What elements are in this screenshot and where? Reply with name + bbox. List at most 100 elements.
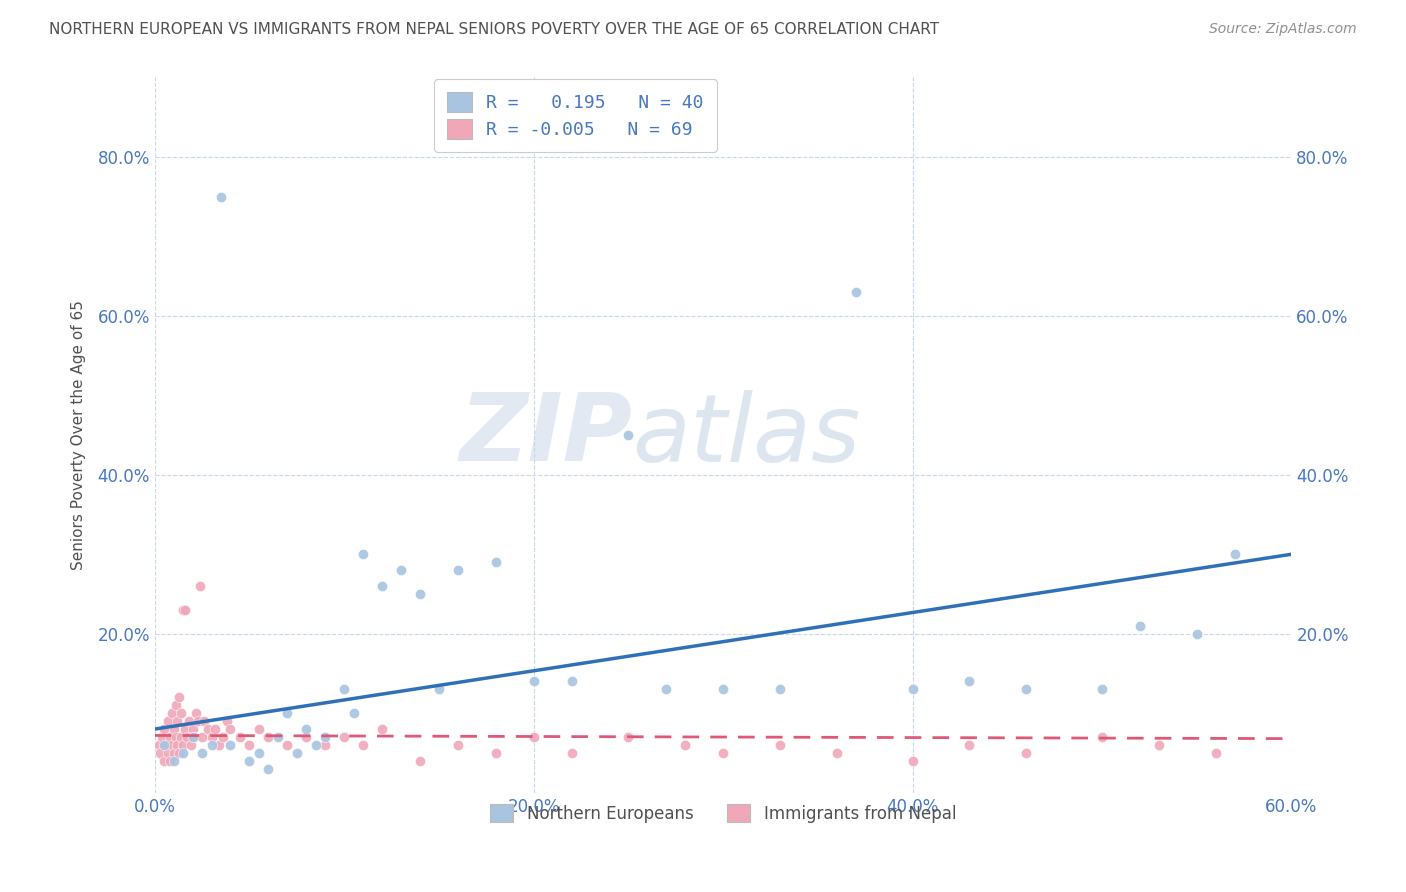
Point (901, 754, 924, 768)
Point (257, 762, 280, 776)
Point (769, 682, 792, 697)
Point (427, 682, 450, 697)
Point (187, 714, 209, 728)
Point (191, 746, 214, 760)
Point (957, 738, 980, 752)
Point (409, 754, 432, 768)
Point (197, 722, 219, 736)
Point (186, 706, 208, 721)
Point (276, 738, 298, 752)
Point (200, 730, 222, 744)
Point (957, 674, 980, 689)
Point (209, 189, 232, 203)
Point (1223, 547, 1246, 561)
Point (711, 682, 734, 697)
Point (150, 730, 173, 744)
Point (845, 285, 868, 299)
Point (204, 722, 226, 736)
Point (174, 722, 197, 736)
Point (156, 746, 179, 760)
Point (352, 547, 374, 561)
Point (295, 722, 318, 736)
Point (212, 730, 235, 744)
Point (409, 587, 432, 601)
Point (333, 682, 356, 697)
Point (333, 730, 356, 744)
Point (181, 722, 204, 736)
Point (523, 730, 546, 744)
Point (200, 738, 222, 752)
Point (371, 579, 394, 593)
Y-axis label: Seniors Poverty Over the Age of 65: Seniors Poverty Over the Age of 65 (72, 300, 86, 570)
Point (163, 754, 186, 768)
Point (159, 754, 181, 768)
Point (160, 706, 183, 721)
Point (170, 730, 193, 744)
Point (149, 746, 172, 760)
Point (153, 722, 176, 736)
Point (238, 738, 260, 752)
Point (208, 738, 231, 752)
Point (560, 674, 582, 689)
Text: atlas: atlas (633, 390, 860, 481)
Point (163, 746, 186, 760)
Point (219, 722, 242, 736)
Point (238, 754, 260, 768)
Point (169, 746, 191, 760)
Text: Source: ZipAtlas.com: Source: ZipAtlas.com (1209, 22, 1357, 37)
Text: ZIP: ZIP (460, 389, 633, 481)
Point (169, 690, 191, 705)
Point (485, 555, 508, 569)
Point (352, 738, 374, 752)
Point (148, 738, 170, 752)
Point (193, 714, 215, 728)
Point (176, 730, 198, 744)
Point (1147, 738, 1170, 752)
Point (1091, 682, 1114, 697)
Point (177, 714, 200, 728)
Point (447, 563, 470, 577)
Point (257, 730, 280, 744)
Point (1185, 626, 1208, 640)
Legend: Northern Europeans, Immigrants from Nepal: Northern Europeans, Immigrants from Nepa… (478, 792, 967, 834)
Point (371, 722, 394, 736)
Point (1015, 746, 1038, 760)
Point (673, 738, 696, 752)
Point (156, 714, 179, 728)
Point (523, 674, 546, 689)
Point (655, 682, 678, 697)
Point (389, 563, 412, 577)
Point (343, 706, 366, 721)
Point (229, 730, 252, 744)
Point (267, 730, 290, 744)
Point (181, 730, 204, 744)
Point (295, 730, 318, 744)
Point (174, 603, 197, 617)
Point (180, 738, 202, 752)
Point (191, 730, 214, 744)
Point (769, 738, 792, 752)
Point (155, 738, 177, 752)
Point (165, 698, 187, 713)
Point (1205, 746, 1227, 760)
Point (219, 738, 242, 752)
Point (447, 738, 470, 752)
Point (172, 738, 194, 752)
Point (314, 730, 336, 744)
Point (165, 730, 187, 744)
Point (1129, 619, 1152, 633)
Point (172, 603, 194, 617)
Point (617, 730, 640, 744)
Point (163, 722, 186, 736)
Text: NORTHERN EUROPEAN VS IMMIGRANTS FROM NEPAL SENIORS POVERTY OVER THE AGE OF 65 CO: NORTHERN EUROPEAN VS IMMIGRANTS FROM NEP… (49, 22, 939, 37)
Point (485, 746, 508, 760)
Point (1091, 730, 1114, 744)
Point (188, 579, 211, 593)
Point (1015, 682, 1038, 697)
Point (560, 746, 582, 760)
Point (711, 746, 734, 760)
Point (215, 714, 238, 728)
Point (166, 738, 188, 752)
Point (247, 746, 270, 760)
Point (901, 682, 924, 697)
